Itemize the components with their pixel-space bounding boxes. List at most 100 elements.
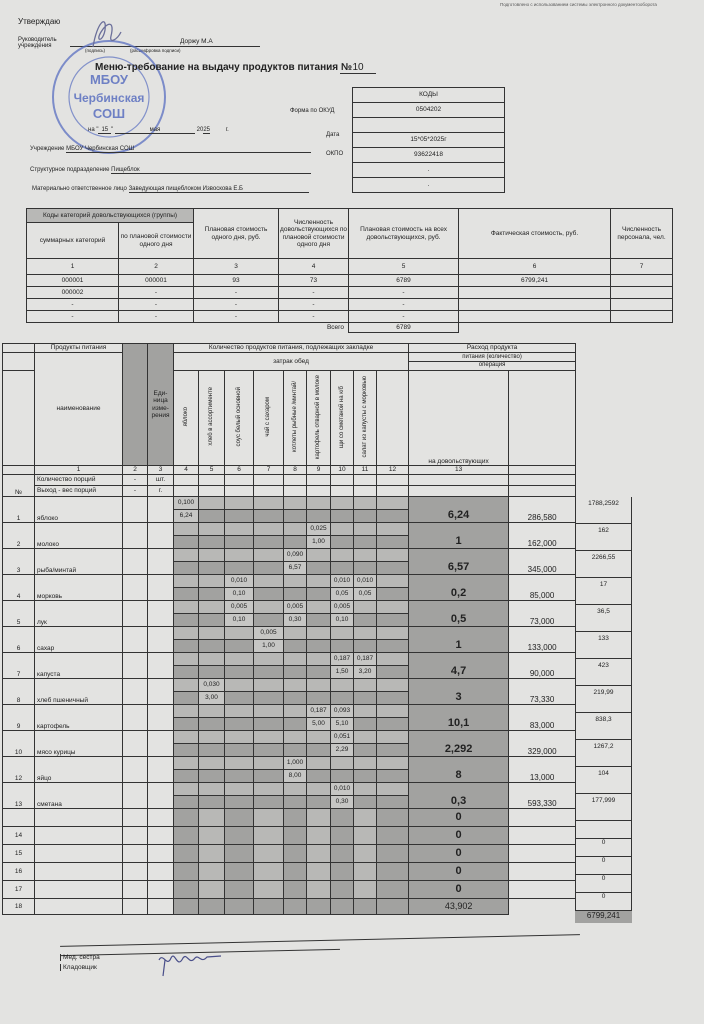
norm-cell — [353, 782, 377, 796]
qty-cell — [253, 509, 284, 523]
unit-price: 13,000 — [508, 756, 577, 783]
qty-cell — [224, 561, 254, 575]
product-row-qty: 0,10 0,30 0,10 — [3, 613, 576, 627]
norm-cell — [306, 756, 331, 770]
qty-cell — [224, 717, 254, 731]
empty-row: 16 0 — [2, 862, 577, 881]
norm-cell — [375, 548, 410, 562]
row-number: 6 — [2, 626, 35, 653]
qty-cell — [198, 844, 225, 863]
qty-cell — [198, 613, 225, 627]
norm-cell — [173, 600, 199, 614]
summary-cell: 000001 — [117, 274, 195, 287]
summary-cell: - — [278, 286, 350, 299]
empty-cell — [34, 898, 123, 915]
norm-cell: 0,093 — [330, 704, 354, 718]
row-sum: 17 — [575, 578, 632, 605]
empty-cell — [34, 880, 123, 899]
norm-cell: 0,051 — [330, 730, 354, 744]
unit-price: 133,000 — [508, 626, 577, 653]
norm-cell — [375, 782, 410, 796]
product-row-qty: 3,00 — [3, 691, 576, 705]
col-number: 7 — [253, 465, 284, 475]
qty-cell — [253, 743, 284, 757]
product-row-qty: 2,29 — [3, 743, 576, 757]
row-sum: 0 — [575, 875, 632, 893]
norm-cell — [224, 678, 254, 692]
qty-cell — [375, 561, 410, 575]
qty-cell — [375, 880, 410, 899]
empty-row: 14 0 — [2, 826, 577, 845]
norm-cell — [306, 678, 331, 692]
norm-cell — [173, 678, 199, 692]
norm-cell — [253, 678, 284, 692]
unit-price — [508, 844, 577, 863]
product-row-norm: 8 хлеб пшеничный 0,030 3 73,330 — [2, 678, 577, 705]
qty-cell — [198, 639, 225, 653]
qty-cell — [283, 880, 307, 899]
price-header — [508, 370, 577, 466]
unit-price: 83,000 — [508, 704, 577, 731]
qty-cell — [330, 691, 354, 705]
dish-name: котлеты рыбные /минтай/ — [291, 381, 298, 453]
field-department: Структурное подразделение Пищеблок — [30, 167, 312, 174]
qty-cell — [253, 587, 284, 601]
empty-cell — [122, 898, 148, 915]
qty-cell — [283, 509, 307, 523]
product-code — [122, 678, 148, 705]
row-number: 14 — [2, 826, 35, 845]
summary-cell — [610, 274, 674, 287]
product-row-norm: 6 сахар 0,005 1 133,000 — [2, 626, 577, 653]
norm-cell — [198, 496, 225, 510]
product-code — [122, 574, 148, 601]
qty-cell — [224, 665, 254, 679]
product-row-norm: 7 капуста 0,187 0,187 4,7 90,000 — [2, 652, 577, 679]
empty-cell — [122, 862, 148, 881]
qty-cell — [330, 862, 354, 881]
norm-cell — [375, 730, 410, 744]
dish-name: хлеб в ассортименте — [208, 387, 215, 447]
grand-total-sum: 6799,241 — [575, 911, 632, 923]
summary-header: Численность довольствующихся по плановой… — [278, 208, 350, 259]
product-name: мясо курицы — [34, 730, 123, 757]
total-qty: 0 — [408, 862, 510, 881]
yield-label: Выход - вес порций — [34, 485, 123, 497]
product-name: морковь — [34, 574, 123, 601]
summary-cell: - — [193, 286, 280, 299]
total-qty: 0 — [408, 880, 510, 899]
grand-total-qty: 43,902 — [408, 898, 510, 915]
qty-cell — [224, 769, 254, 783]
qty-cell — [306, 639, 331, 653]
dish-name: картофель отварной в молоке — [315, 374, 322, 459]
empty-cell — [147, 898, 174, 915]
qty-cell — [224, 826, 254, 845]
row-sum: 2266,55 — [575, 551, 632, 578]
product-row-norm: 13 сметана 0,010 0,3 593,330 — [2, 782, 577, 809]
product-unit — [147, 522, 174, 549]
row-number: 18 — [2, 898, 35, 915]
norm-cell — [306, 548, 331, 562]
norm-cell — [330, 522, 354, 536]
norm-cell: 0,187 — [330, 652, 354, 666]
norm-cell — [198, 730, 225, 744]
norm-cell — [253, 496, 284, 510]
summary-cell — [458, 298, 612, 311]
okud-code: 0504202 — [352, 102, 505, 118]
norm-cell — [224, 522, 254, 536]
stamp-line3: СОШ — [93, 106, 125, 121]
qty-cell — [306, 587, 331, 601]
col13-header: на довольствующих — [408, 370, 510, 466]
summary-group-header: Коды категорий довольствующихся (группы) — [25, 208, 195, 223]
summary-cell: - — [26, 298, 119, 311]
norm-cell — [253, 574, 284, 588]
product-row-norm: 3 рыба/минтай 0,090 6,57 345,000 — [2, 548, 577, 575]
row-sum: 423 — [575, 659, 632, 686]
qty-cell — [198, 826, 225, 845]
empty-cell — [34, 808, 123, 827]
qty-cell — [353, 898, 377, 915]
qty-cell — [198, 665, 225, 679]
empty-cell — [122, 880, 148, 899]
summary-cell — [610, 310, 674, 323]
col-number: 1 — [34, 465, 123, 475]
unit-price — [508, 826, 577, 845]
